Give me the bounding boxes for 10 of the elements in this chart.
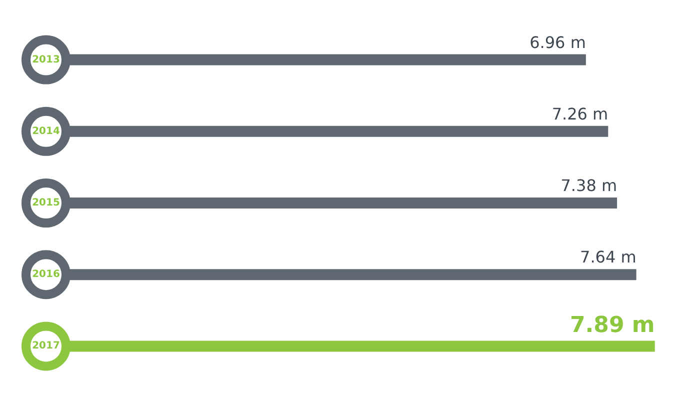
y-tick-label: 2013 xyxy=(32,54,60,66)
data-label: 7.89 m xyxy=(570,313,655,338)
y-tick-label: 2016 xyxy=(32,269,60,280)
data-label: 7.38 m xyxy=(560,176,618,195)
data-label: 6.96 m xyxy=(530,32,586,52)
y-tick-label: 2017 xyxy=(32,340,60,352)
data-label: 7.64 m xyxy=(580,248,636,267)
data-label: 7.26 m xyxy=(552,104,608,124)
y-tick-label: 2015 xyxy=(32,198,60,208)
y-tick-label: 2014 xyxy=(32,126,60,137)
